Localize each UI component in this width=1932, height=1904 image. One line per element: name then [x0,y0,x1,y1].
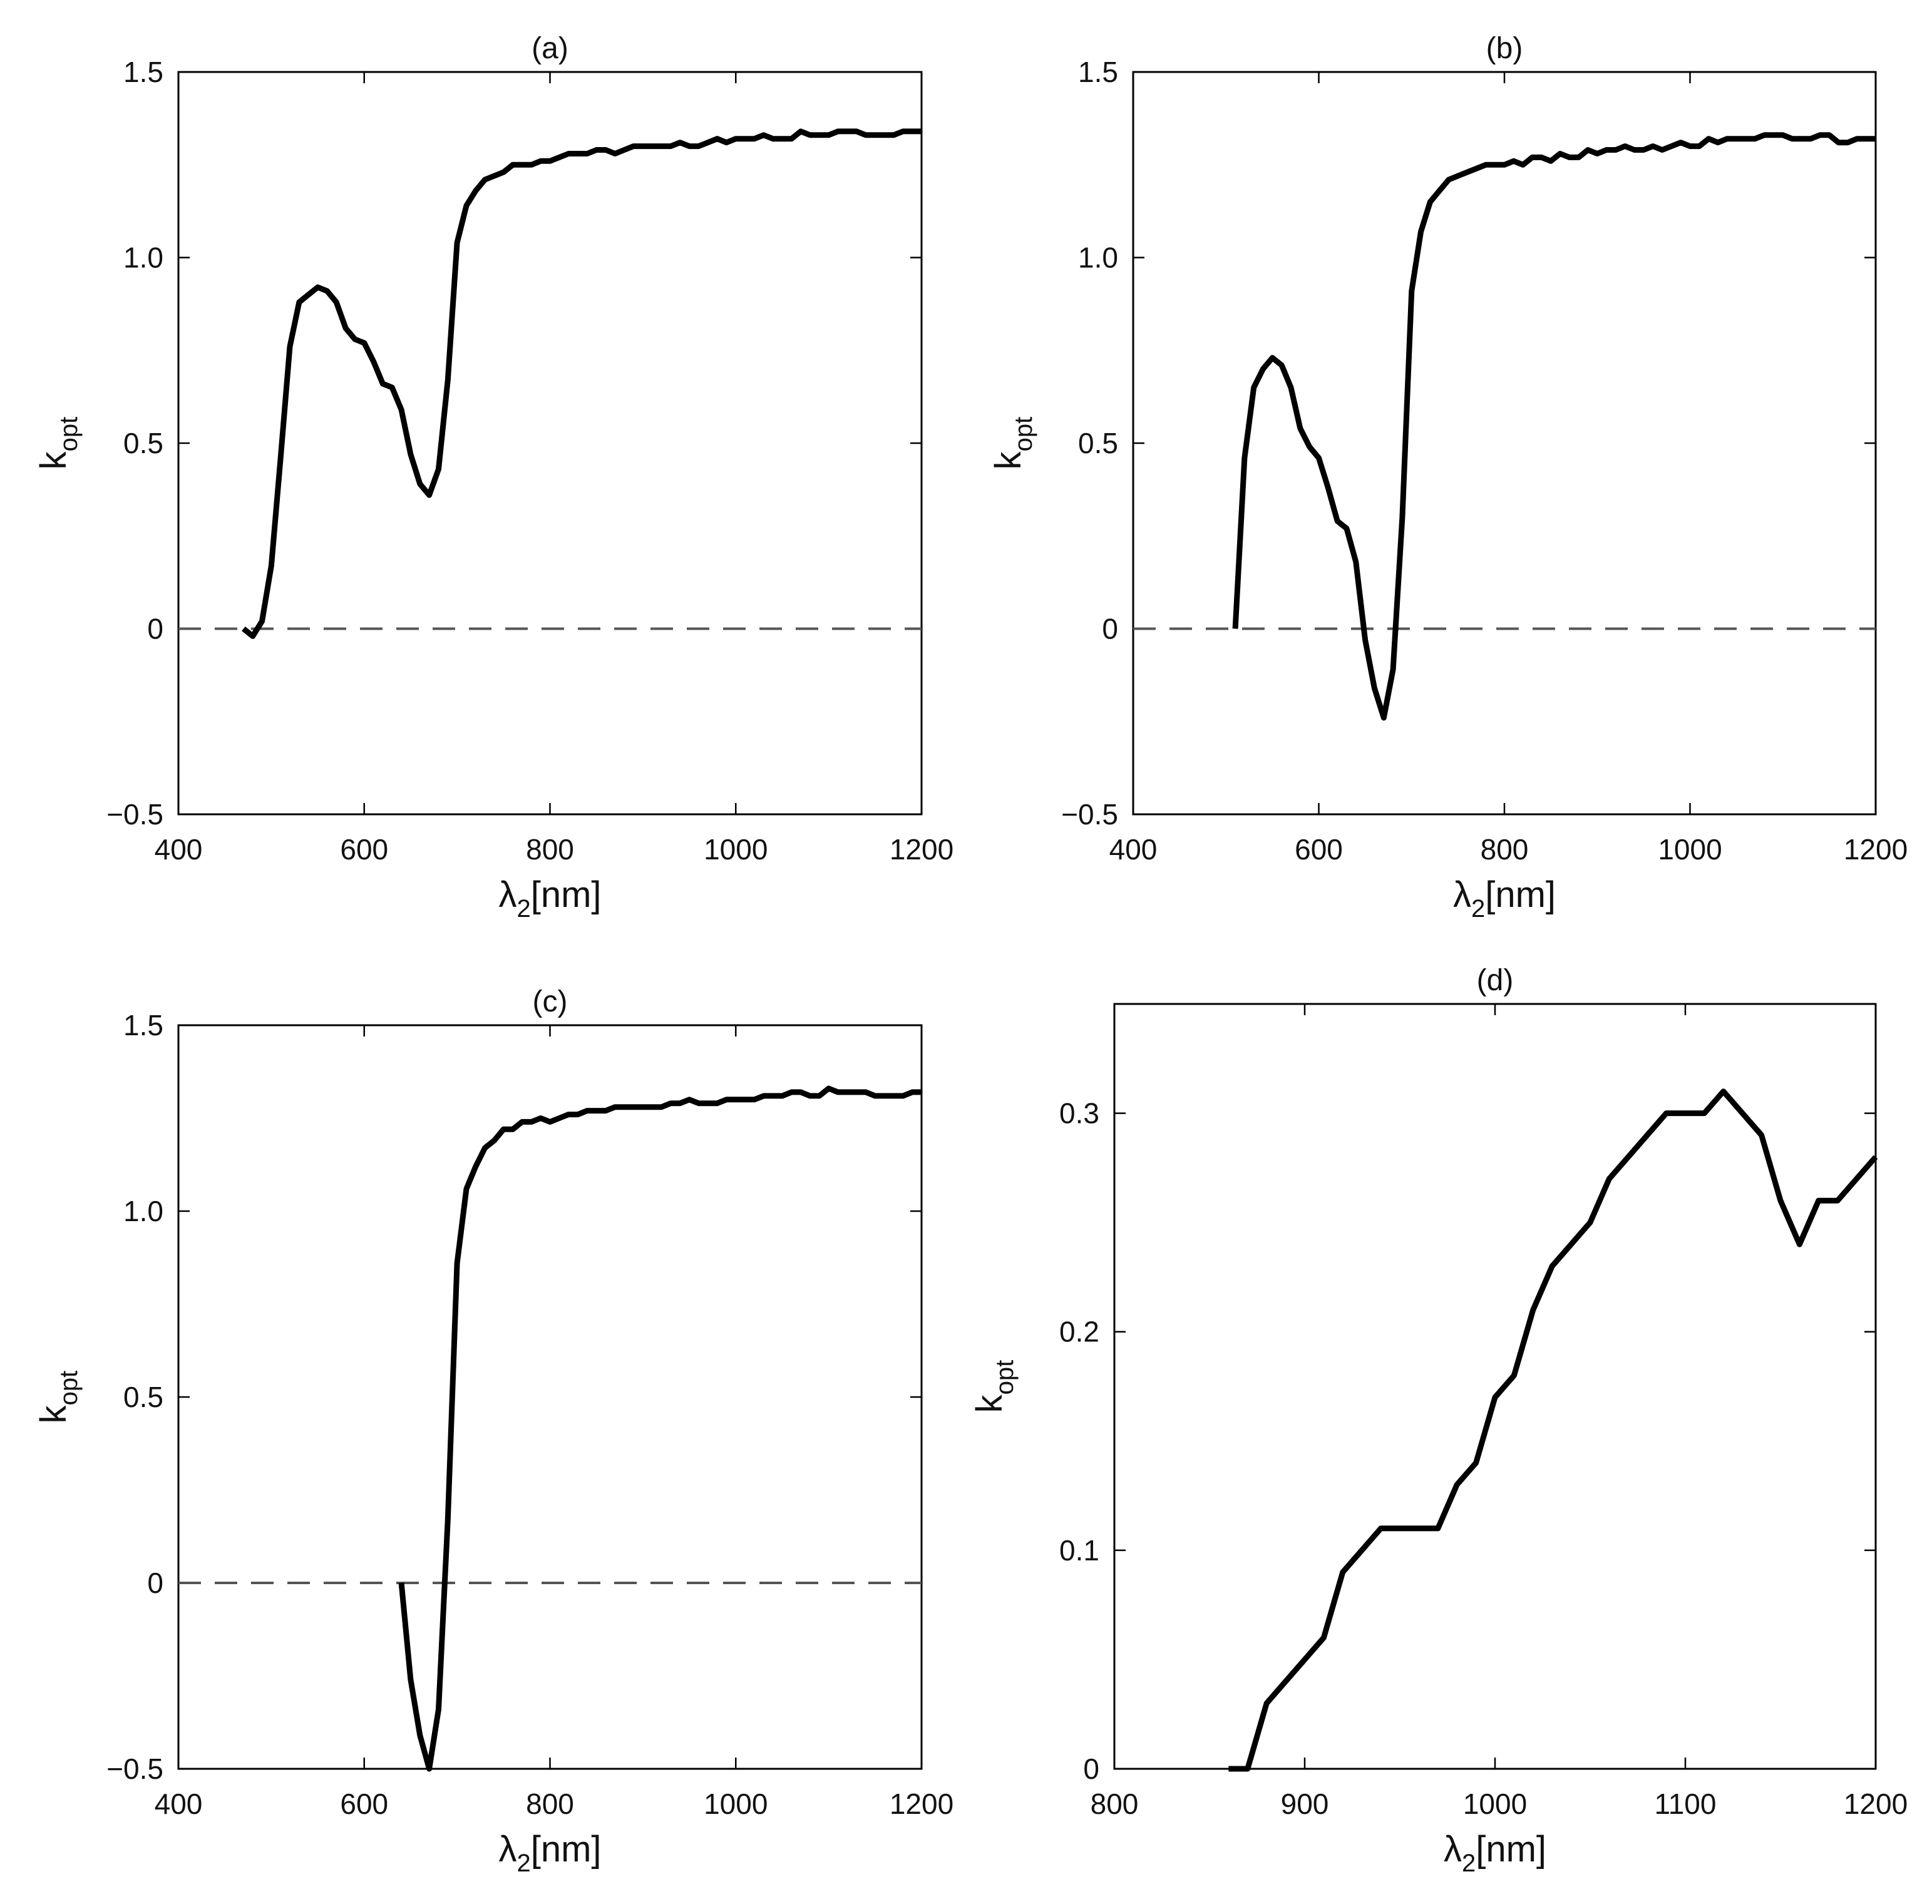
y-tick-label: 1.5 [123,56,163,88]
y-tick-label: 0 [1102,613,1118,645]
y-tick-label: 1.0 [123,242,163,274]
x-axis-label: λ2[nm] [1444,1829,1546,1877]
panel-b: 400 600 800 1000 1200 −0.5 0 0.5 1.0 1.5 (b) λ2[nm]… [988,32,1908,923]
x-tick-label: 1100 [1655,1788,1717,1820]
series-line-k-opt [1228,1088,1878,1772]
x-tick-label: 1000 [1658,833,1722,866]
y-tick-label: 0 [1083,1753,1099,1785]
y-tick-label: 0.5 [123,427,163,459]
series-line-k-opt [398,1085,922,1772]
y-axis-label: kopt [33,1371,83,1424]
x-tick-label: 400 [1109,833,1158,866]
x-tick-label: 900 [1281,1788,1329,1820]
panel-a: 400 600 800 1000 1200 −0.5 0 0.5 1.0 1.5 (a) λ2[nm]… [33,32,953,923]
x-tick-label: 1000 [704,1788,768,1820]
y-axis-label: kopt [969,1360,1019,1413]
x-tick-label: 1000 [704,833,768,866]
panel-title: (a) [532,32,568,65]
y-tick-label: 1.0 [123,1195,163,1227]
series-line-k-opt [1232,132,1876,721]
y-tick-label: −0.5 [1061,798,1118,831]
x-tick-label: 800 [526,833,574,866]
x-tick-label: 1000 [1463,1788,1527,1820]
x-tick-label: 1200 [1844,1788,1908,1820]
x-axis-label: λ2[nm] [498,1829,601,1877]
x-axis-label: λ2[nm] [1453,874,1556,923]
x-tick-label: 600 [1295,833,1343,866]
y-tick-label: −0.5 [106,798,163,831]
y-tick-label: 1.5 [123,1009,163,1042]
y-tick-label: 0.3 [1059,1097,1099,1130]
y-tick-label: 1.0 [1078,242,1118,274]
panel-title: (d) [1477,964,1514,997]
axes-frame [1113,1003,1877,1770]
x-tick-label: 400 [155,1788,203,1820]
x-tick-label: 800 [526,1788,574,1820]
x-tick-label: 600 [340,1788,388,1820]
panel-c: 400 600 800 1000 1200 −0.5 0 0.5 1.0 1.5 (c) λ2[nm]… [33,985,953,1877]
panel-title: (c) [533,985,568,1018]
y-tick-label: 1.5 [1078,56,1118,88]
x-tick-label: 800 [1481,833,1529,866]
y-tick-label: 0.1 [1059,1534,1099,1567]
y-axis-label: kopt [988,417,1037,470]
x-tick-label: 800 [1091,1788,1139,1820]
y-tick-label: 0.5 [1078,427,1118,459]
y-tick-label: 0.2 [1059,1316,1099,1348]
x-tick-label: 400 [155,833,203,866]
y-tick-label: 0 [147,613,163,645]
y-tick-label: 0 [147,1567,163,1599]
axes-frame [177,1024,923,1770]
axes-frame [177,71,923,816]
x-tick-label: 1200 [890,1788,953,1820]
y-axis-label: kopt [33,417,83,470]
x-tick-label: 1200 [1844,833,1908,866]
panel-title: (b) [1486,32,1523,65]
x-axis-label: λ2[nm] [498,874,601,923]
series-line-k-opt [242,128,922,639]
x-tick-label: 1200 [890,833,953,866]
panel-d: 800 900 1000 1100 1200 0 0.1 0.2 0.3 (d) λ2[nm] kop… [969,964,1908,1877]
y-tick-label: 0.5 [123,1381,163,1413]
x-tick-label: 600 [340,833,388,866]
y-tick-label: −0.5 [106,1753,163,1785]
